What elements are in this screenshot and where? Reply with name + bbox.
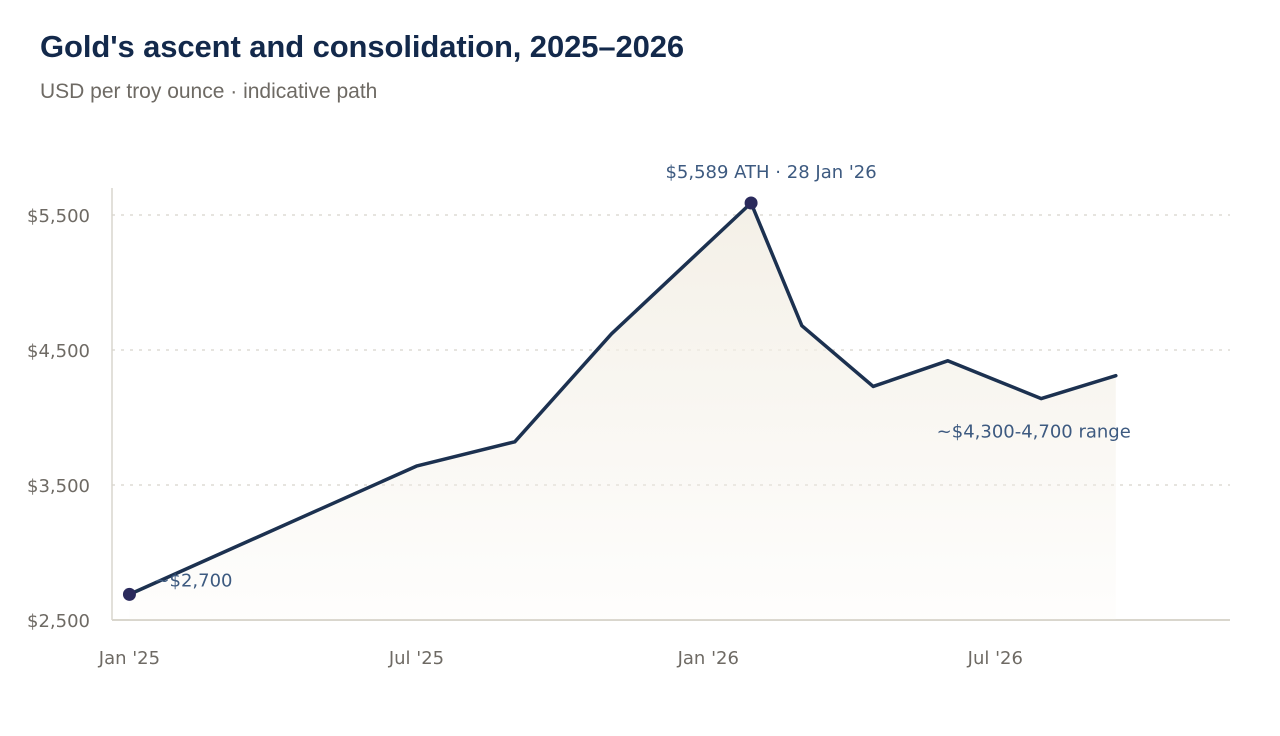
y-tick-label: $4,500: [27, 341, 90, 362]
y-tick-label: $2,500: [27, 611, 90, 632]
x-tick-label: Jan '26: [677, 648, 739, 669]
labels: $2,500 $3,500 $4,500 $5,500 Jan '25 Jul '25 Ja…: [27, 162, 1131, 669]
x-tick-label: Jul '26: [967, 648, 1023, 669]
markers: [122, 196, 758, 601]
chart-title: Gold's ascent and consolidation, 2025–20…: [40, 29, 685, 64]
x-tick-label: Jan '25: [98, 648, 160, 669]
annotation-start: ~$2,700: [154, 570, 232, 591]
price-line: [127, 201, 1118, 597]
y-tick-label: $3,500: [27, 476, 90, 497]
price-area: [129, 202, 1116, 621]
chart-subtitle: USD per troy ounce · indicative path: [40, 80, 378, 103]
ath-marker: [744, 196, 758, 210]
x-tick-label: Jul '25: [388, 648, 444, 669]
start-marker: [122, 587, 136, 601]
annotation-range: ~$4,300-4,700 range: [937, 422, 1131, 443]
price-series-line: [127, 201, 1118, 597]
annotation-ath: $5,589 ATH · 28 Jan '26: [665, 162, 876, 183]
y-tick-label: $5,500: [27, 206, 90, 227]
area-fill: [129, 202, 1116, 621]
